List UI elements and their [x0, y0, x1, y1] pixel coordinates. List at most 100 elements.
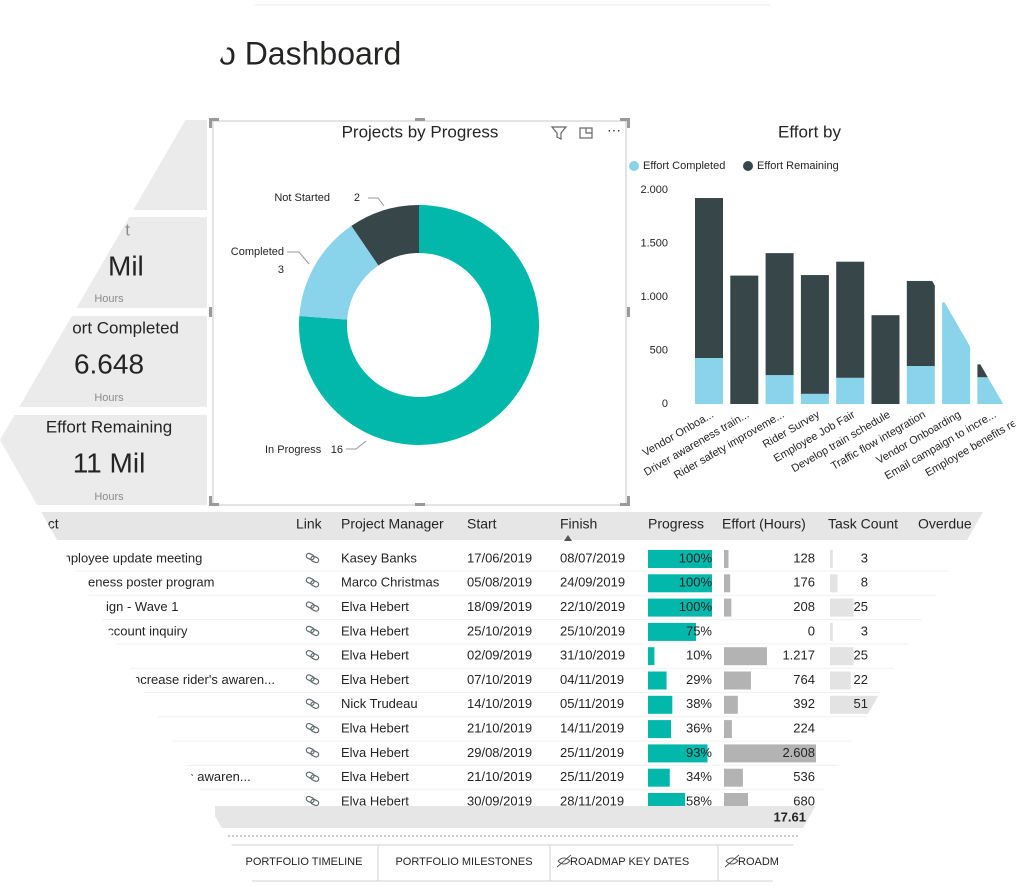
link-icon[interactable] [305, 674, 320, 685]
y-tick-label: 2.000 [640, 184, 668, 196]
project-name[interactable]: u 6) [145, 745, 167, 760]
link-icon[interactable] [305, 747, 320, 758]
bar-segment[interactable] [906, 366, 935, 404]
progress-label: 100% [679, 550, 713, 565]
link-icon-part [305, 650, 315, 658]
table-header [0, 512, 1024, 540]
kpi-unit: Hours [94, 392, 124, 404]
finish-date: 08/07/2019 [560, 550, 625, 565]
link-icon-part [310, 798, 320, 807]
effort-bar [724, 695, 738, 714]
finish-date: 25/11/2019 [560, 769, 624, 784]
filter-icon[interactable] [550, 126, 568, 140]
link-icon-part [310, 701, 320, 709]
column-header[interactable]: Task Count [828, 516, 898, 532]
tab[interactable] [377, 844, 551, 882]
effort-label: 0 [808, 623, 815, 638]
link-icon[interactable] [305, 601, 320, 612]
link-icon[interactable] [305, 771, 320, 782]
bar-segment[interactable] [977, 377, 1006, 404]
task-bar [830, 647, 854, 666]
progress-bar [648, 744, 708, 763]
column-header[interactable]: ect [40, 516, 59, 532]
bar-segment[interactable] [942, 302, 971, 404]
task-count: 22 [854, 672, 868, 687]
tab-label[interactable]: PORTFOLIO MILESTONES [395, 856, 532, 868]
link-icon[interactable] [305, 795, 320, 807]
more-options[interactable]: ··· [607, 122, 621, 138]
link-icon[interactable] [305, 698, 320, 709]
project-name[interactable]: ign - Wave 1 [106, 599, 179, 614]
column-header[interactable]: Link [296, 516, 323, 532]
effort-label: 536 [793, 769, 815, 784]
project-name[interactable]: ider's awaren... [163, 769, 251, 784]
link-icon-part [305, 722, 315, 731]
column-header[interactable]: Start [467, 516, 497, 532]
donut-slice[interactable] [351, 205, 419, 266]
effort-label: 680 [793, 793, 815, 808]
bar-segment[interactable] [871, 315, 900, 404]
donut-slice[interactable] [299, 225, 379, 320]
start-date: 21/10/2019 [467, 721, 532, 736]
project-name[interactable]: ncrease rider's awaren... [133, 672, 275, 687]
bar-segment[interactable] [765, 375, 794, 404]
link-icon-part [310, 628, 320, 637]
legend-label: Effort Completed [643, 160, 725, 172]
link-icon[interactable] [305, 650, 320, 661]
link-icon-part [310, 774, 320, 782]
finish-date: 28/11/2019 [560, 793, 624, 808]
bar-segment[interactable] [695, 357, 723, 404]
bar-segment[interactable] [765, 253, 794, 376]
effort-label: 208 [793, 599, 815, 614]
column-header[interactable]: Overdue [918, 516, 972, 532]
bar-segment[interactable] [836, 261, 865, 378]
progress-bar [648, 598, 712, 617]
link-icon[interactable] [305, 722, 320, 734]
kpi-label: t [125, 220, 130, 239]
finish-date: 04/11/2019 [560, 672, 624, 687]
progress-bar [648, 574, 712, 593]
link-icon[interactable] [305, 552, 320, 564]
bar-segment[interactable] [977, 364, 1006, 378]
sort-indicator[interactable] [564, 535, 572, 541]
column-header[interactable]: Effort (Hours) [722, 516, 806, 532]
project-name[interactable]: account inquiry [100, 623, 188, 638]
tab[interactable] [229, 844, 379, 882]
tab-label[interactable]: ROADM [738, 856, 779, 868]
donut-label: 2 [354, 192, 360, 204]
kpi-value: 11 Mil [73, 447, 146, 478]
kpi-label: Effort Remaining [46, 417, 172, 436]
progress-label: 100% [679, 575, 713, 590]
link-icon[interactable] [305, 577, 320, 588]
bar-segment[interactable] [906, 280, 935, 367]
visual-header-icons[interactable] [550, 126, 593, 140]
finish-date: 31/10/2019 [560, 648, 625, 663]
column-header[interactable]: Project Manager [341, 516, 444, 532]
donut-label: Completed [231, 246, 284, 258]
column-header[interactable]: Progress [648, 516, 704, 532]
tab[interactable] [549, 844, 719, 882]
bar-segment[interactable] [836, 377, 865, 404]
progress-label: 38% [686, 696, 712, 711]
project-name[interactable]: eness poster program [88, 575, 214, 590]
bar-segment[interactable] [730, 275, 759, 404]
bar-segment[interactable] [695, 198, 723, 358]
link-icon-part [305, 552, 315, 561]
tab-label[interactable]: PORTFOLIO TIMELINE [246, 856, 363, 868]
start-date: 25/10/2019 [467, 623, 532, 638]
link-icon-part [305, 698, 315, 707]
resize-handles [209, 118, 630, 506]
project-manager: Elva Hebert [341, 721, 409, 736]
tab-icon [724, 854, 740, 868]
bar-segment[interactable] [800, 393, 829, 404]
kpi-value: Mil [108, 250, 144, 281]
tab-label[interactable]: ROADMAP KEY DATES [570, 856, 689, 868]
link-icon[interactable] [305, 625, 320, 637]
project-name[interactable]: mployee update meeting [60, 550, 202, 565]
finish-date: 05/11/2019 [560, 696, 624, 711]
column-header[interactable]: Finish [560, 516, 597, 532]
donut-slice[interactable] [299, 205, 540, 445]
bar-segment[interactable] [800, 275, 829, 394]
